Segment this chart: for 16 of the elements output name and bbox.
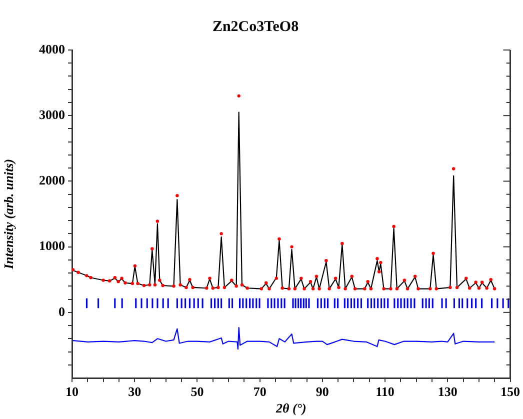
y-tick-label: 0 [58,304,65,319]
x-tick-label: 90 [316,384,329,400]
x-tick-label: 130 [438,384,458,400]
y-tick-label: 4000 [39,41,65,56]
x-tick-label: 10 [66,384,78,400]
x-axis-title: 2θ (°) [274,400,306,416]
y-tick-label: 3000 [39,106,65,122]
x-tick-label: 50 [190,384,204,400]
y-tick-label: 2000 [39,172,65,188]
chart-title: Zn2Co3TeO8 [212,18,299,35]
x-tick-label: 30 [128,384,142,400]
x-tick-label: 110 [376,384,394,400]
x-tick-label: 150 [500,384,520,400]
y-axis-title: Intensity (arb. units) [1,158,16,270]
x-tick-label: 70 [253,384,266,400]
y-tick-label: 1000 [39,238,65,254]
